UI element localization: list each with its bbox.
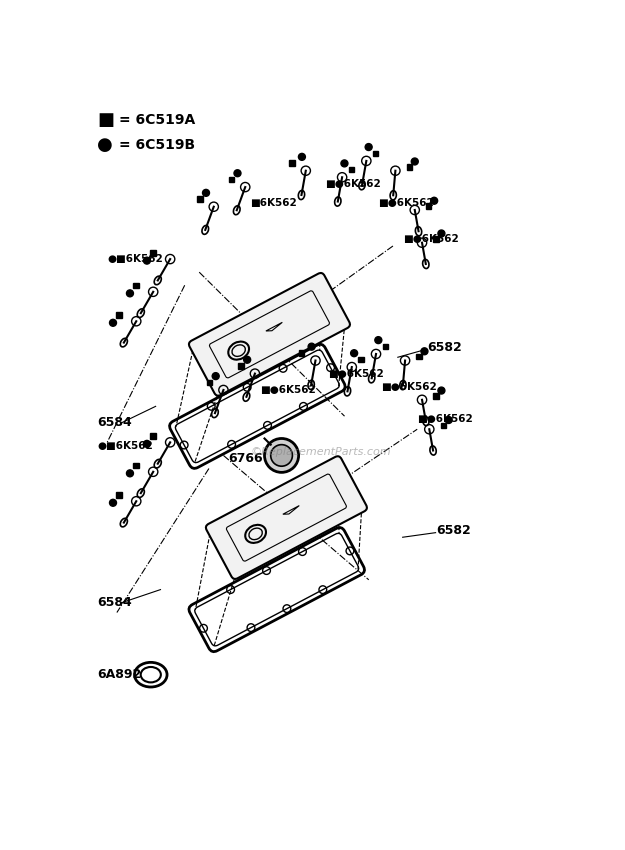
Bar <box>382 343 388 349</box>
Circle shape <box>264 439 299 473</box>
FancyBboxPatch shape <box>189 273 350 396</box>
Text: ©ReplacementParts.com: ©ReplacementParts.com <box>250 447 391 457</box>
Bar <box>416 354 422 360</box>
Circle shape <box>213 372 219 380</box>
Bar <box>373 150 378 156</box>
Circle shape <box>438 230 445 237</box>
Text: ■●6K562: ■●6K562 <box>325 178 381 189</box>
Circle shape <box>234 170 241 177</box>
Text: ■●6K562: ■●6K562 <box>381 382 437 392</box>
Circle shape <box>341 160 348 167</box>
FancyBboxPatch shape <box>206 456 367 579</box>
Text: ■●6K562: ■●6K562 <box>402 235 458 245</box>
Text: ■: ■ <box>98 111 114 129</box>
Bar <box>116 492 122 498</box>
Bar <box>349 167 354 173</box>
Bar <box>441 422 446 428</box>
Circle shape <box>244 356 251 363</box>
Circle shape <box>143 440 151 447</box>
Text: ■●6K562: ■●6K562 <box>379 198 434 208</box>
Circle shape <box>271 445 292 466</box>
Circle shape <box>109 320 116 326</box>
Circle shape <box>109 499 116 507</box>
Text: 6582: 6582 <box>436 524 471 537</box>
Bar <box>151 434 156 439</box>
Bar <box>151 250 156 256</box>
Circle shape <box>143 258 151 264</box>
Bar <box>116 313 122 318</box>
Bar <box>433 394 439 399</box>
Circle shape <box>431 197 437 204</box>
Circle shape <box>445 416 452 423</box>
Bar <box>433 236 439 241</box>
Text: ■●6K562: ■●6K562 <box>418 415 473 424</box>
Circle shape <box>365 144 372 150</box>
Circle shape <box>438 387 445 394</box>
Text: = 6C519B: = 6C519B <box>119 138 196 151</box>
Circle shape <box>202 190 209 196</box>
Text: ■●6K562: ■●6K562 <box>260 385 316 395</box>
Bar <box>229 177 234 182</box>
Circle shape <box>375 337 382 343</box>
Bar <box>134 283 139 288</box>
Bar <box>289 161 294 166</box>
Text: ●■6K562: ●■6K562 <box>98 440 153 450</box>
Text: ●■6K562: ●■6K562 <box>107 254 163 264</box>
Text: 6582: 6582 <box>427 341 462 354</box>
Bar <box>407 164 412 169</box>
Circle shape <box>421 348 428 354</box>
Text: ■●6K562: ■●6K562 <box>328 369 383 378</box>
Bar <box>238 363 244 369</box>
Text: 6A892: 6A892 <box>98 668 142 681</box>
Bar <box>197 196 202 201</box>
Text: 6584: 6584 <box>98 596 132 609</box>
Bar <box>358 357 364 362</box>
Circle shape <box>308 343 315 350</box>
Circle shape <box>411 158 418 165</box>
Circle shape <box>298 153 306 161</box>
Bar <box>134 463 139 468</box>
Text: 6766: 6766 <box>228 452 263 465</box>
Circle shape <box>351 349 358 357</box>
Bar <box>207 380 212 385</box>
Text: ■6K562: ■6K562 <box>250 198 297 208</box>
Bar <box>299 350 304 355</box>
Circle shape <box>126 290 134 297</box>
Bar <box>426 203 431 209</box>
Text: = 6C519A: = 6C519A <box>119 113 196 128</box>
Text: ●: ● <box>98 135 113 154</box>
Circle shape <box>126 470 134 477</box>
Text: 6584: 6584 <box>98 416 132 429</box>
